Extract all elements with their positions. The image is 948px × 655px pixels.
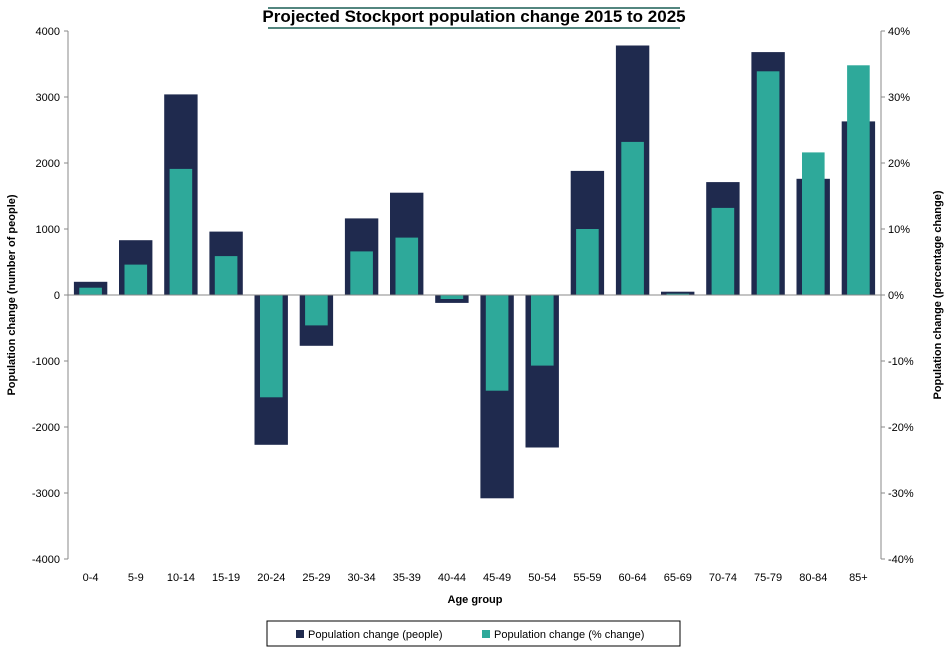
x-tick-label: 20-24 xyxy=(257,572,285,584)
y-tick-right-label: 10% xyxy=(888,224,910,236)
bar-pct-85+ xyxy=(847,65,870,295)
chart-title: Projected Stockport population change 20… xyxy=(262,7,685,26)
x-tick-label: 55-59 xyxy=(573,572,601,584)
y-tick-left-label: -1000 xyxy=(32,356,60,368)
bar-pct-80-84 xyxy=(802,152,825,295)
legend: Population change (people) Population ch… xyxy=(266,620,681,647)
legend-swatch-pct xyxy=(482,630,490,638)
y-tick-left-label: -3000 xyxy=(32,488,60,500)
y-ticks-left: -4000 -3000 -2000 -1000 0 1000 2000 3000 4000 xyxy=(32,26,68,566)
bar-people-65-69 xyxy=(661,291,695,295)
y-tick-left-label: 0 xyxy=(54,290,60,302)
series-people-bars xyxy=(73,45,876,499)
legend-label-people: Population change (people) xyxy=(308,629,443,641)
x-tick-label: 75-79 xyxy=(754,572,782,584)
bar-pct-0-4 xyxy=(79,287,102,295)
x-tick-labels: 0-4 5-9 10-14 15-19 20-24 25-29 30-34 35-39 40-4… xyxy=(83,572,868,584)
x-tick-label: 70-74 xyxy=(709,572,737,584)
y-tick-left-label: 2000 xyxy=(36,158,60,170)
bar-pct-50-54 xyxy=(531,295,554,366)
x-tick-label: 35-39 xyxy=(393,572,421,584)
bar-pct-70-74 xyxy=(711,207,735,295)
x-tick-label: 25-29 xyxy=(302,572,330,584)
y-tick-left-label: 4000 xyxy=(36,26,60,38)
x-tick-label: 30-34 xyxy=(348,572,376,584)
x-tick-label: 0-4 xyxy=(83,572,99,584)
x-tick-label: 65-69 xyxy=(664,572,692,584)
bar-pct-75-79 xyxy=(756,71,780,295)
bar-pct-15-19 xyxy=(214,256,238,295)
y-ticks-right: -40% -30% -20% -10% 0% 10% 20% 30% 40% xyxy=(881,26,914,566)
x-tick-label: 10-14 xyxy=(167,572,195,584)
x-tick-label: 80-84 xyxy=(799,572,827,584)
y-tick-right-label: 0% xyxy=(888,290,904,302)
bar-pct-35-39 xyxy=(395,237,419,295)
y-tick-right-label: 40% xyxy=(888,26,910,38)
x-tick-label: 5-9 xyxy=(128,572,144,584)
bar-pct-45-49 xyxy=(485,295,509,391)
bar-pct-60-64 xyxy=(621,141,644,295)
y-tick-left-label: 1000 xyxy=(36,224,60,236)
x-tick-label: 85+ xyxy=(849,572,868,584)
bar-pct-40-44 xyxy=(440,295,464,299)
y-tick-right-label: 30% xyxy=(888,92,910,104)
y-tick-right-label: -10% xyxy=(888,356,914,368)
y-axis-left-title: Population change (number of people) xyxy=(6,194,18,395)
y-tick-left-label: 3000 xyxy=(36,92,60,104)
x-axis-title: Age group xyxy=(448,594,503,606)
y-tick-right-label: -30% xyxy=(888,488,914,500)
bar-pct-65-69 xyxy=(666,293,690,295)
bar-pct-55-59 xyxy=(576,229,599,295)
bar-pct-20-24 xyxy=(260,295,283,398)
legend-box xyxy=(266,620,681,647)
bar-pct-5-9 xyxy=(124,264,148,295)
legend-label-pct: Population change (% change) xyxy=(494,629,644,641)
bar-pct-30-34 xyxy=(350,251,373,295)
x-tick-label: 60-64 xyxy=(619,572,647,584)
x-tick-label: 50-54 xyxy=(528,572,556,584)
y-tick-left-label: -4000 xyxy=(32,554,60,566)
y-tick-right-label: -20% xyxy=(888,422,914,434)
y-tick-right-label: -40% xyxy=(888,554,914,566)
legend-swatch-people xyxy=(296,630,304,638)
bar-pct-10-14 xyxy=(169,168,193,295)
y-tick-left-label: -2000 xyxy=(32,422,60,434)
y-axis-right-title: Population change (percentage change) xyxy=(932,190,944,399)
chart-title-group: Projected Stockport population change 20… xyxy=(262,7,686,29)
x-tick-label: 45-49 xyxy=(483,572,511,584)
series-pct-bars xyxy=(79,65,870,398)
x-tick-label: 15-19 xyxy=(212,572,240,584)
y-tick-right-label: 20% xyxy=(888,158,910,170)
bar-pct-25-29 xyxy=(305,295,328,326)
x-tick-label: 40-44 xyxy=(438,572,466,584)
